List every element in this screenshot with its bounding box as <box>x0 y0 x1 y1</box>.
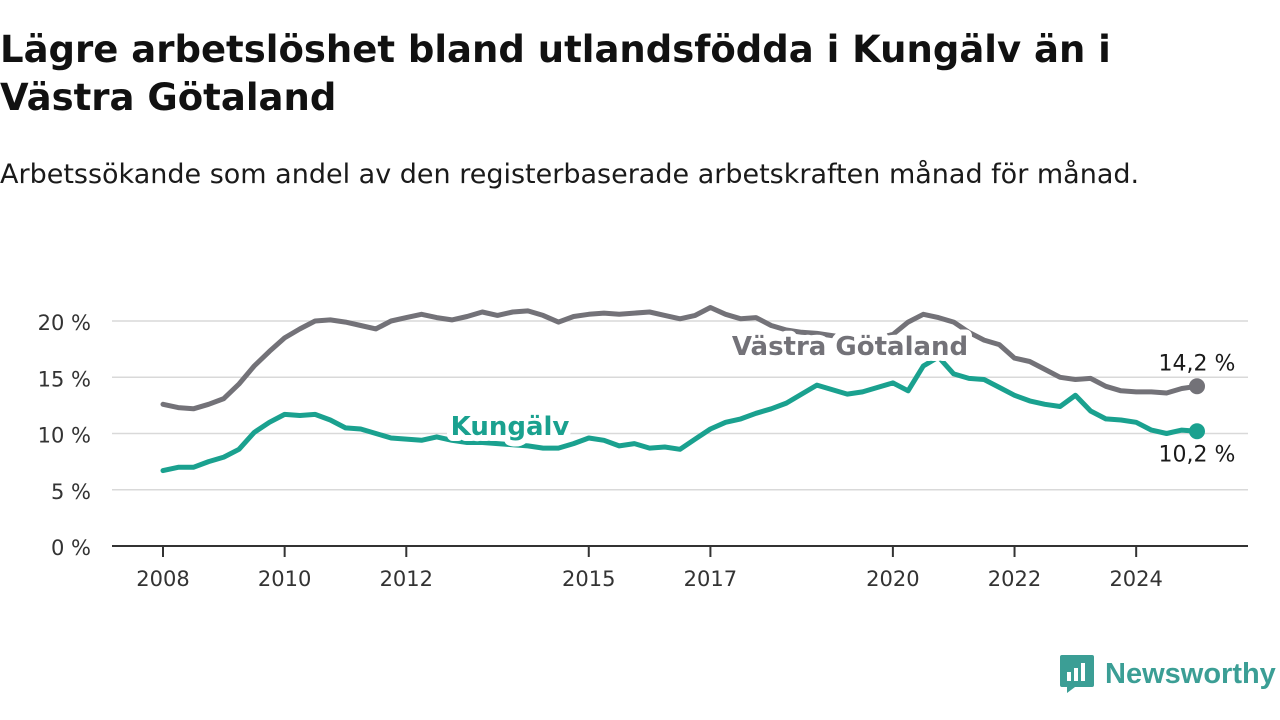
x-tick-label: 2012 <box>380 567 433 591</box>
series-name-label: Kungälv <box>451 412 570 442</box>
series-end-label: 10,2 % <box>1159 442 1236 467</box>
series-name-label: Västra Götaland <box>732 332 968 362</box>
y-tick-label: 20 % <box>38 311 91 335</box>
x-tick-label: 2024 <box>1109 567 1162 591</box>
series-end-point <box>1189 378 1205 395</box>
x-tick-label: 2020 <box>866 567 919 591</box>
series-line-1 <box>160 354 1200 474</box>
gridlines <box>112 320 1248 491</box>
series-labels: 14,2 % 10,2 % Västra Götaland Kungälv <box>445 326 1238 470</box>
x-tick-label: 2022 <box>988 567 1041 591</box>
x-tick-label: 2010 <box>258 567 311 591</box>
series-end-point <box>1189 423 1205 440</box>
brand-logo: Newsworthy <box>1059 654 1276 694</box>
chart-subtitle: Arbetssökande som andel av den registerb… <box>0 159 1140 190</box>
y-tick-label: 0 % <box>51 536 91 560</box>
series-line-0 <box>160 305 1200 412</box>
y-tick-label: 10 % <box>38 424 91 448</box>
y-axis: 0 % 5 % 10 % 15 % 20 % <box>38 311 91 560</box>
y-tick-label: 15 % <box>38 367 91 391</box>
newsworthy-logo-icon <box>1060 655 1094 693</box>
series-end-label: 14,2 % <box>1159 351 1236 376</box>
x-axis: 2008 2010 2012 2015 2017 2020 2022 2024 <box>112 545 1248 591</box>
y-tick-label: 5 % <box>51 480 91 504</box>
x-tick-label: 2008 <box>136 567 189 591</box>
series-lines <box>160 305 1205 474</box>
x-tick-label: 2015 <box>562 567 615 591</box>
brand-name: Newsworthy <box>1105 657 1276 690</box>
chart-title: Lägre arbetslöshet bland utlandsfödda i … <box>0 28 1111 119</box>
x-tick-label: 2017 <box>684 567 737 591</box>
